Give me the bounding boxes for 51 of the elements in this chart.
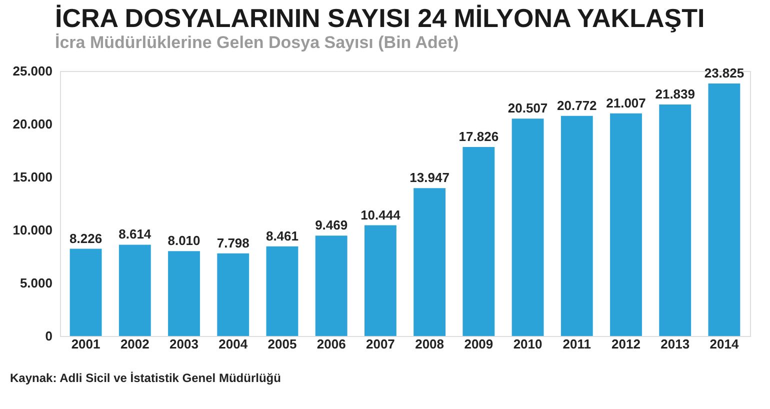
data-label: 8.226 xyxy=(70,230,102,246)
y-tick-label: 25.000 xyxy=(12,64,52,78)
x-tick-label: 2006 xyxy=(316,336,346,352)
data-label: 17.826 xyxy=(458,129,499,144)
bar xyxy=(414,188,446,336)
x-tick-label: 2011 xyxy=(562,336,591,352)
data-label: 8.010 xyxy=(168,233,200,248)
data-label: 20.772 xyxy=(557,98,597,113)
bar xyxy=(168,251,200,336)
bar xyxy=(70,248,102,336)
x-tick-label: 2002 xyxy=(120,336,150,352)
text: Kaynak: Adli Sicil ve İstatistik Genel Müdürlüğü xyxy=(10,371,281,385)
x-tick-label: 2005 xyxy=(268,336,297,352)
data-label: 8.614 xyxy=(118,226,152,242)
bar xyxy=(217,253,250,336)
data-label: 13.947 xyxy=(410,170,450,186)
x-tick-label: 2014 xyxy=(710,336,740,352)
bar xyxy=(462,147,495,336)
data-label: 21.839 xyxy=(655,86,695,102)
x-tick-label: 2008 xyxy=(415,336,444,352)
y-tick-label: 10.000 xyxy=(12,222,52,238)
data-label: 10.444 xyxy=(360,207,402,222)
x-tick-label: 2004 xyxy=(218,336,248,352)
bar xyxy=(708,83,740,336)
bar xyxy=(560,116,593,336)
y-tick-label: 15.000 xyxy=(12,170,52,184)
bar xyxy=(315,236,348,336)
data-label: 21.007 xyxy=(606,95,646,110)
data-label: 20.507 xyxy=(508,100,548,116)
chart-title: İCRA DOSYALARININ SAYISI 24 MİLYONA YAKLAŞTI xyxy=(55,3,705,33)
x-tick-label: 2007 xyxy=(366,336,395,352)
x-tick-label: 2012 xyxy=(612,336,640,352)
bar xyxy=(659,104,692,336)
bar xyxy=(512,118,544,336)
y-tick-label: 20.000 xyxy=(12,116,52,132)
chart-subtitle: İcra Müdürlüklerine Gelen Dosya Sayısı (Bin Adet) xyxy=(55,33,459,52)
data-label: 23.825 xyxy=(704,65,744,80)
data-label: 8.461 xyxy=(266,228,298,244)
x-tick-label: 2001 xyxy=(71,336,100,352)
bar xyxy=(266,246,298,336)
bar xyxy=(364,225,396,336)
x-tick-label: 2003 xyxy=(170,336,198,352)
x-tick-label: 2013 xyxy=(660,336,690,352)
y-tick-label: 0 xyxy=(45,328,52,344)
x-tick-label: 2010 xyxy=(513,336,542,352)
x-tick-label: 2009 xyxy=(464,336,494,352)
bar xyxy=(610,113,642,336)
y-tick-label: 5.000 xyxy=(20,276,52,290)
data-label: 9.469 xyxy=(315,218,348,233)
data-label: 7.798 xyxy=(216,235,250,250)
bar xyxy=(118,244,151,336)
